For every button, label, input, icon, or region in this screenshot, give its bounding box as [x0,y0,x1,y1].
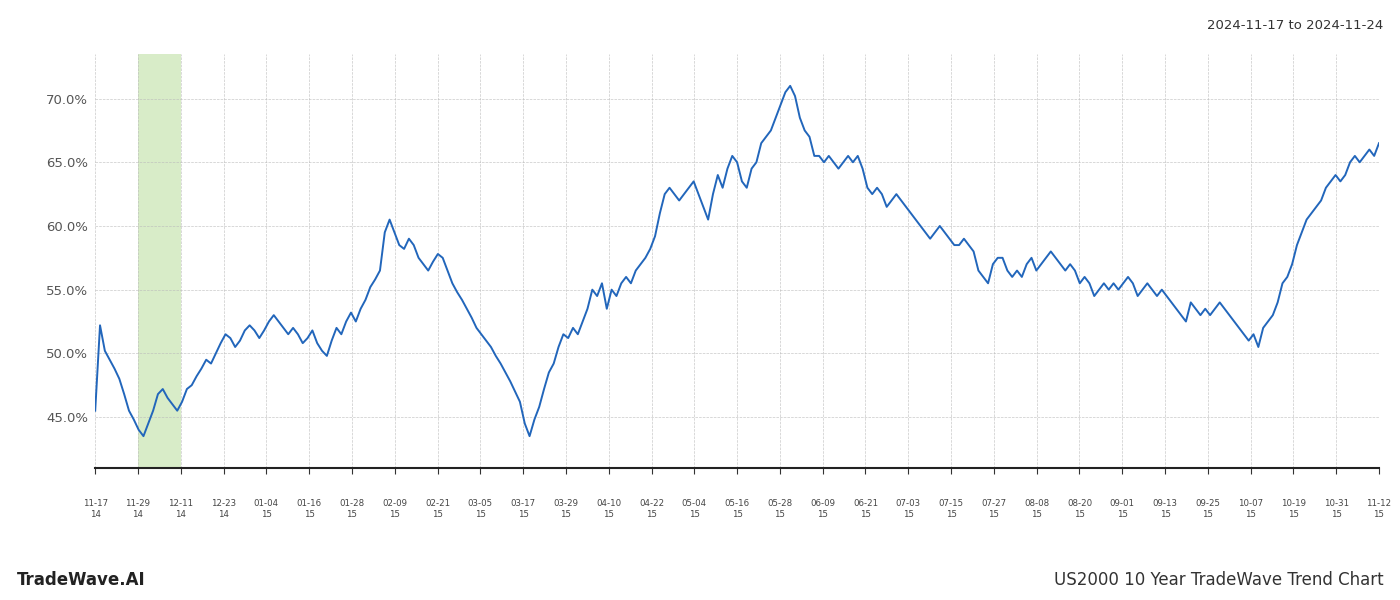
Text: 09-13
15: 09-13 15 [1152,499,1177,520]
Text: 05-28
15: 05-28 15 [767,499,792,520]
Text: 02-09
15: 02-09 15 [382,499,407,520]
Text: 11-12
15: 11-12 15 [1366,499,1392,520]
Text: 12-23
14: 12-23 14 [211,499,237,520]
Text: 03-05
15: 03-05 15 [468,499,493,520]
Text: 11-29
14: 11-29 14 [126,499,150,520]
Text: 10-07
15: 10-07 15 [1238,499,1263,520]
Text: 11-17
14: 11-17 14 [83,499,108,520]
Text: TradeWave.AI: TradeWave.AI [17,571,146,589]
Text: 01-04
15: 01-04 15 [253,499,279,520]
Text: 09-25
15: 09-25 15 [1196,499,1221,520]
Text: 10-19
15: 10-19 15 [1281,499,1306,520]
Text: 01-16
15: 01-16 15 [297,499,322,520]
Bar [139,54,181,468]
Text: 05-16
15: 05-16 15 [725,499,749,520]
Text: 02-21
15: 02-21 15 [426,499,451,520]
Text: 03-17
15: 03-17 15 [511,499,536,520]
Text: 04-22
15: 04-22 15 [638,499,664,520]
Text: 12-11
14: 12-11 14 [168,499,193,520]
Text: 06-09
15: 06-09 15 [811,499,836,520]
Text: 07-03
15: 07-03 15 [896,499,921,520]
Text: 09-01
15: 09-01 15 [1110,499,1135,520]
Text: 10-31
15: 10-31 15 [1323,499,1348,520]
Text: US2000 10 Year TradeWave Trend Chart: US2000 10 Year TradeWave Trend Chart [1054,571,1383,589]
Text: 07-15
15: 07-15 15 [938,499,963,520]
Text: 01-28
15: 01-28 15 [339,499,364,520]
Text: 05-04
15: 05-04 15 [682,499,707,520]
Text: 03-29
15: 03-29 15 [553,499,578,520]
Text: 07-27
15: 07-27 15 [981,499,1007,520]
Text: 04-10
15: 04-10 15 [596,499,622,520]
Text: 06-21
15: 06-21 15 [853,499,878,520]
Text: 08-20
15: 08-20 15 [1067,499,1092,520]
Text: 08-08
15: 08-08 15 [1023,499,1049,520]
Text: 2024-11-17 to 2024-11-24: 2024-11-17 to 2024-11-24 [1207,19,1383,32]
